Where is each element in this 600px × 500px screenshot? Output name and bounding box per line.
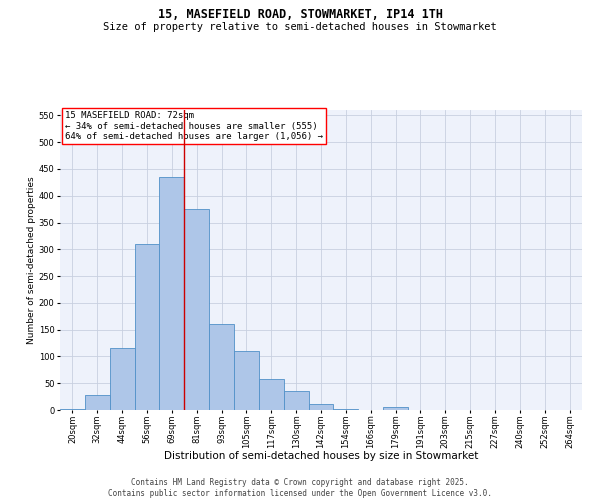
Text: 15, MASEFIELD ROAD, STOWMARKET, IP14 1TH: 15, MASEFIELD ROAD, STOWMARKET, IP14 1TH bbox=[157, 8, 443, 20]
X-axis label: Distribution of semi-detached houses by size in Stowmarket: Distribution of semi-detached houses by … bbox=[164, 451, 478, 461]
Bar bbox=[209, 324, 234, 410]
Bar bbox=[85, 395, 110, 410]
Bar bbox=[160, 177, 184, 410]
Bar bbox=[110, 348, 134, 410]
Text: Size of property relative to semi-detached houses in Stowmarket: Size of property relative to semi-detach… bbox=[103, 22, 497, 32]
Bar bbox=[259, 379, 284, 410]
Bar bbox=[134, 244, 160, 410]
Text: Contains HM Land Registry data © Crown copyright and database right 2025.
Contai: Contains HM Land Registry data © Crown c… bbox=[108, 478, 492, 498]
Bar bbox=[60, 409, 85, 410]
Text: 15 MASEFIELD ROAD: 72sqm
← 34% of semi-detached houses are smaller (555)
64% of : 15 MASEFIELD ROAD: 72sqm ← 34% of semi-d… bbox=[65, 112, 323, 142]
Bar bbox=[308, 404, 334, 410]
Bar bbox=[383, 407, 408, 410]
Bar bbox=[284, 391, 308, 410]
Bar bbox=[234, 351, 259, 410]
Y-axis label: Number of semi-detached properties: Number of semi-detached properties bbox=[27, 176, 36, 344]
Bar bbox=[184, 209, 209, 410]
